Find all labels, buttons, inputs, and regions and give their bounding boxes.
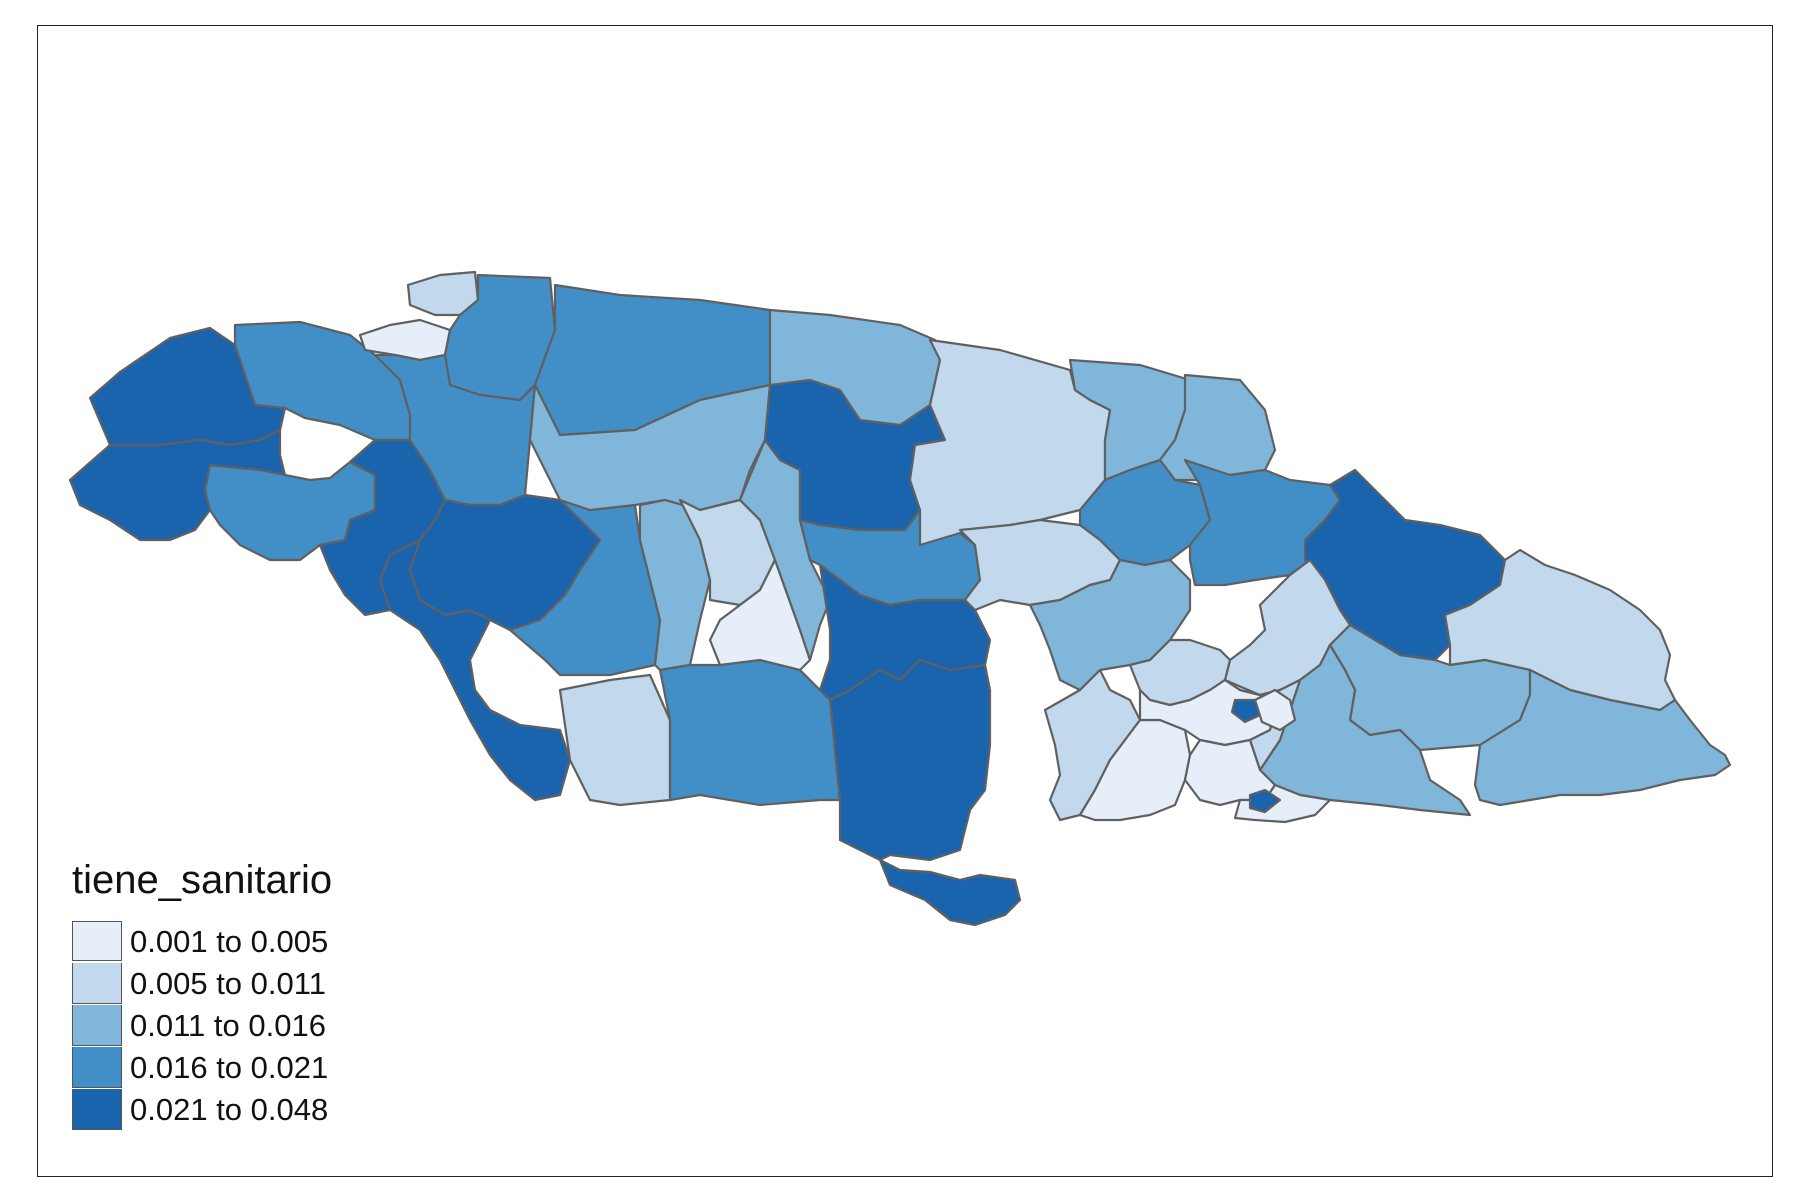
legend-rows: 0.001 to 0.005 0.005 to 0.011 0.011 to 0…: [72, 920, 332, 1130]
legend-swatch: [72, 1088, 122, 1130]
map-region[interactable]: [828, 658, 992, 862]
map-legend: tiene_sanitario 0.001 to 0.005 0.005 to …: [72, 860, 332, 1130]
map-region[interactable]: [508, 498, 662, 677]
legend-item: 0.011 to 0.016: [72, 1004, 332, 1046]
legend-label: 0.016 to 0.021: [130, 1049, 329, 1085]
legend-swatch: [72, 1004, 122, 1046]
map-region[interactable]: [1473, 668, 1732, 807]
legend-item: 0.016 to 0.021: [72, 1046, 332, 1088]
map-region[interactable]: [1078, 458, 1212, 567]
legend-swatch: [72, 962, 122, 1004]
legend-item: 0.005 to 0.011: [72, 962, 332, 1004]
map-region[interactable]: [1253, 688, 1297, 732]
map-region[interactable]: [768, 308, 942, 427]
map-region[interactable]: [658, 658, 842, 807]
legend-label: 0.001 to 0.005: [130, 923, 329, 959]
map-region[interactable]: [378, 538, 572, 802]
legend-item: 0.021 to 0.048: [72, 1088, 332, 1130]
legend-title: tiene_sanitario: [72, 858, 333, 902]
legend-swatch: [72, 1046, 122, 1088]
legend-swatch: [72, 921, 122, 961]
legend-item: 0.001 to 0.005: [72, 920, 332, 962]
legend-label: 0.005 to 0.011: [130, 965, 326, 1001]
map-region[interactable]: [878, 858, 1022, 927]
map-frame: [37, 25, 1773, 1177]
map-region[interactable]: [373, 353, 537, 507]
legend-label: 0.011 to 0.016: [130, 1007, 326, 1043]
map-region[interactable]: [558, 673, 672, 807]
map-region[interactable]: [1248, 788, 1282, 814]
map-region[interactable]: [1230, 698, 1262, 724]
map-region[interactable]: [1303, 468, 1507, 662]
legend-label: 0.021 to 0.048: [130, 1091, 329, 1127]
